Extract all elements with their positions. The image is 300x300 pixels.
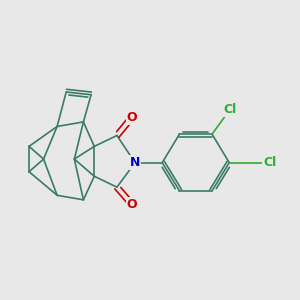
Text: Cl: Cl bbox=[263, 156, 277, 169]
Text: Cl: Cl bbox=[224, 103, 237, 116]
Text: N: N bbox=[130, 156, 140, 169]
Text: O: O bbox=[127, 198, 137, 211]
Text: O: O bbox=[127, 111, 137, 124]
